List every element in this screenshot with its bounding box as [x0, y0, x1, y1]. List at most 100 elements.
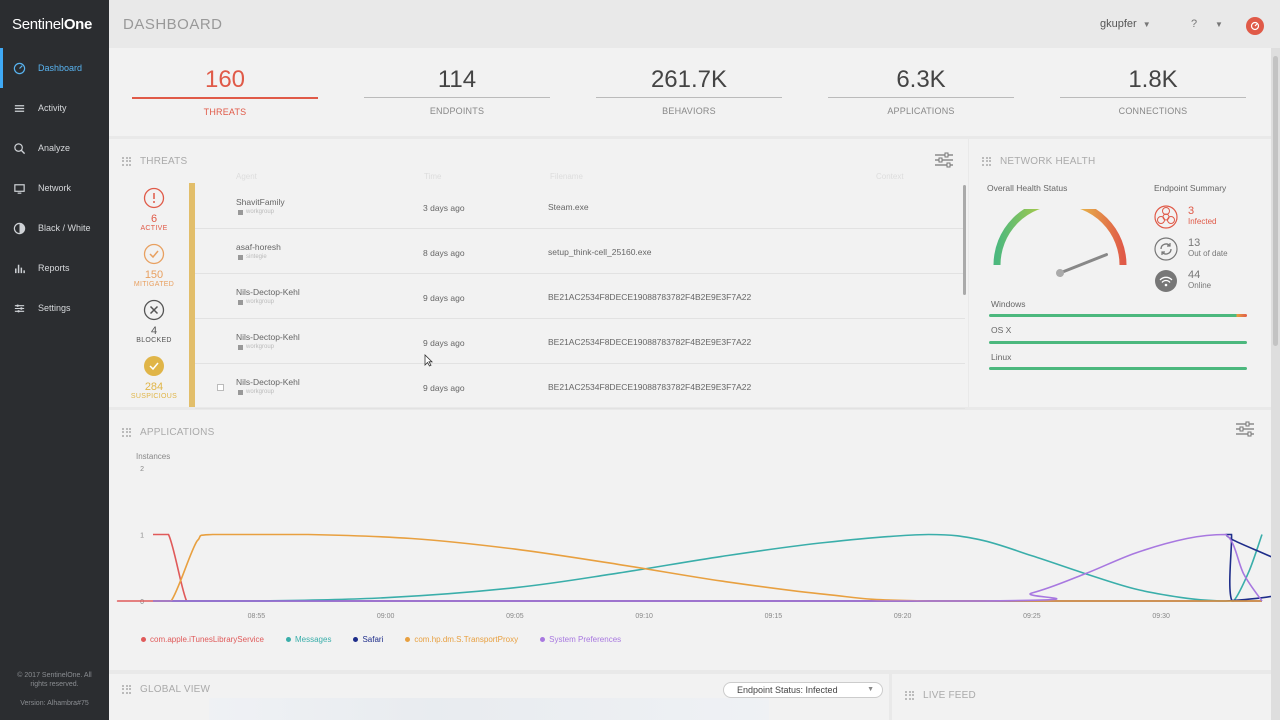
x-tick-label: 09:15: [765, 613, 783, 620]
series-line[interactable]: [153, 533, 1263, 602]
agent-group: workgroup: [238, 389, 274, 395]
logo[interactable]: Sentinel One: [0, 0, 109, 48]
threat-category-suspicious[interactable]: 284 SUSPICIOUS: [123, 351, 185, 407]
agent-name: Nils-Dectop-Kehl: [236, 332, 300, 342]
agent-group: workgroup: [238, 344, 274, 350]
series-line[interactable]: [153, 533, 1271, 602]
threat-time: 9 days ago: [423, 293, 465, 303]
page-scrollbar[interactable]: [1271, 48, 1280, 720]
x-tick-label: 09:25: [1023, 613, 1041, 620]
sidebar-item-label: Network: [38, 183, 72, 193]
table-row[interactable]: Nils-Dectop-Kehl workgroup 9 days ago BE…: [195, 364, 965, 409]
os-bar-osx[interactable]: [989, 341, 1247, 344]
column-filename[interactable]: Filename: [550, 172, 583, 181]
sidebar-item-network[interactable]: Network: [0, 168, 109, 208]
refresh-icon: [1154, 237, 1178, 261]
os-label-osx: OS X: [991, 325, 1012, 335]
column-time[interactable]: Time: [424, 172, 442, 181]
stat-connections[interactable]: 1.8K CONNECTIONS: [1060, 66, 1246, 116]
grid-icon: [905, 690, 915, 701]
legend-item[interactable]: com.apple.iTunesLibraryService: [141, 635, 264, 644]
filter-icon[interactable]: [934, 152, 954, 168]
sidebar-item-settings[interactable]: Settings: [0, 288, 109, 328]
threat-file: BE21AC2534F8DECE19088783782F4B2E9E3F7A22: [548, 337, 752, 347]
table-row[interactable]: asaf-horesh sintegie 8 days ago setup_th…: [195, 229, 965, 274]
chevron-down-icon: ▼: [867, 686, 874, 693]
row-checkbox[interactable]: [217, 384, 224, 391]
applications-header: APPLICATIONS: [122, 427, 214, 438]
panel-title: NETWORK HEALTH: [1000, 156, 1096, 167]
biohazard-icon: [1154, 205, 1178, 229]
threat-time: 9 days ago: [423, 383, 465, 393]
alert-shield-icon: [143, 187, 165, 209]
threats-table: ShavitFamily workgroup 3 days ago Steam.…: [195, 184, 965, 409]
table-row[interactable]: Nils-Dectop-Kehl workgroup 9 days ago BE…: [195, 319, 965, 367]
threat-count: 6: [150, 213, 158, 225]
legend-item[interactable]: com.hp.dm.S.TransportProxy: [405, 635, 518, 644]
stat-behaviors[interactable]: 261.7K BEHAVIORS: [596, 66, 782, 116]
threat-count: 284: [144, 381, 164, 393]
threats-scrollbar[interactable]: [963, 185, 966, 295]
stat-applications[interactable]: 6.3K APPLICATIONS: [828, 66, 1014, 116]
chevron-down-icon[interactable]: ▼: [1215, 20, 1223, 29]
column-agent[interactable]: Agent: [236, 172, 257, 181]
column-context[interactable]: Context: [876, 172, 904, 181]
sidebar: Sentinel One Dashboard Activity Analyze N…: [0, 0, 109, 720]
applications-panel: APPLICATIONS Instances 0 1 2 08:55 09:00 09:0…: [109, 410, 1271, 670]
threat-category-active[interactable]: 6 ACTIVE: [123, 183, 185, 239]
alert-icon[interactable]: [1246, 17, 1264, 35]
legend-item[interactable]: System Preferences: [540, 635, 621, 644]
y-tick-label: 2: [140, 466, 144, 473]
help-button[interactable]: ?: [1191, 18, 1198, 30]
stat-threats[interactable]: 160 THREATS: [132, 66, 318, 117]
threat-file: BE21AC2534F8DECE19088783782F4B2E9E3F7A22: [548, 292, 752, 302]
series-line[interactable]: [153, 533, 1263, 602]
legend-item[interactable]: Safari: [353, 635, 383, 644]
agent-group: workgroup: [238, 299, 274, 305]
legend-item[interactable]: Messages: [285, 635, 331, 644]
legend-swatch: [405, 637, 411, 642]
summary-infected[interactable]: 3 Infected: [1154, 205, 1216, 229]
windows-icon: [238, 254, 243, 260]
stat-value: 1.8K: [1128, 66, 1178, 93]
user-menu[interactable]: gkupfer ▼: [1100, 18, 1151, 30]
threat-category-mitigated[interactable]: 150 MITIGATED: [123, 239, 185, 295]
summary-label: Out of date: [1188, 249, 1228, 258]
summary-online[interactable]: 44 Online: [1154, 269, 1211, 293]
y-tick-label: 0: [140, 599, 144, 606]
table-row[interactable]: ShavitFamily workgroup 3 days ago Steam.…: [195, 184, 965, 229]
panel-title: LIVE FEED: [923, 690, 976, 701]
stat-endpoints[interactable]: 114 ENDPOINTS: [364, 66, 550, 116]
y-tick-label: 1: [140, 533, 144, 540]
sidebar-item-activity[interactable]: Activity: [0, 88, 109, 128]
suspicious-icon: [144, 356, 164, 376]
threat-category-blocked[interactable]: 4 BLOCKED: [123, 295, 185, 351]
sidebar-item-reports[interactable]: Reports: [0, 248, 109, 288]
sidebar-item-black-white[interactable]: Black / White: [0, 208, 109, 248]
os-bar-linux[interactable]: [989, 367, 1247, 370]
threat-file: setup_think-cell_25160.exe: [548, 247, 652, 257]
select-value: Endpoint Status: Infected: [737, 685, 838, 695]
sidebar-item-label: Reports: [38, 263, 70, 273]
global-view-panel: GLOBAL VIEW Endpoint Status: Infected ▼: [109, 674, 889, 720]
stat-value: 160: [204, 66, 246, 93]
grid-icon: [122, 684, 132, 695]
series-line[interactable]: [117, 533, 1262, 602]
os-bar-windows[interactable]: [989, 314, 1247, 317]
scrollbar-thumb[interactable]: [1273, 56, 1278, 346]
sidebar-item-analyze[interactable]: Analyze: [0, 128, 109, 168]
threat-label: SUSPICIOUS: [130, 393, 178, 400]
x-tick-label: 09:20: [894, 613, 912, 620]
world-map[interactable]: [209, 698, 769, 720]
sidebar-item-dashboard[interactable]: Dashboard: [0, 48, 109, 88]
logo-text-a: Sentinel: [12, 15, 64, 33]
filter-icon[interactable]: [1235, 421, 1255, 437]
group-label: workgroup: [246, 389, 275, 395]
table-row[interactable]: Nils-Dectop-Kehl workgroup 9 days ago BE…: [195, 274, 965, 319]
group-label: workgroup: [246, 299, 275, 305]
threats-panel: THREATS Agent Time Filename Context 6 AC…: [109, 139, 968, 409]
endpoint-status-select[interactable]: Endpoint Status: Infected ▼: [723, 682, 883, 698]
summary-out-of-date[interactable]: 13 Out of date: [1154, 237, 1228, 261]
agent-group: workgroup: [238, 209, 274, 215]
series-line[interactable]: [153, 533, 1262, 602]
